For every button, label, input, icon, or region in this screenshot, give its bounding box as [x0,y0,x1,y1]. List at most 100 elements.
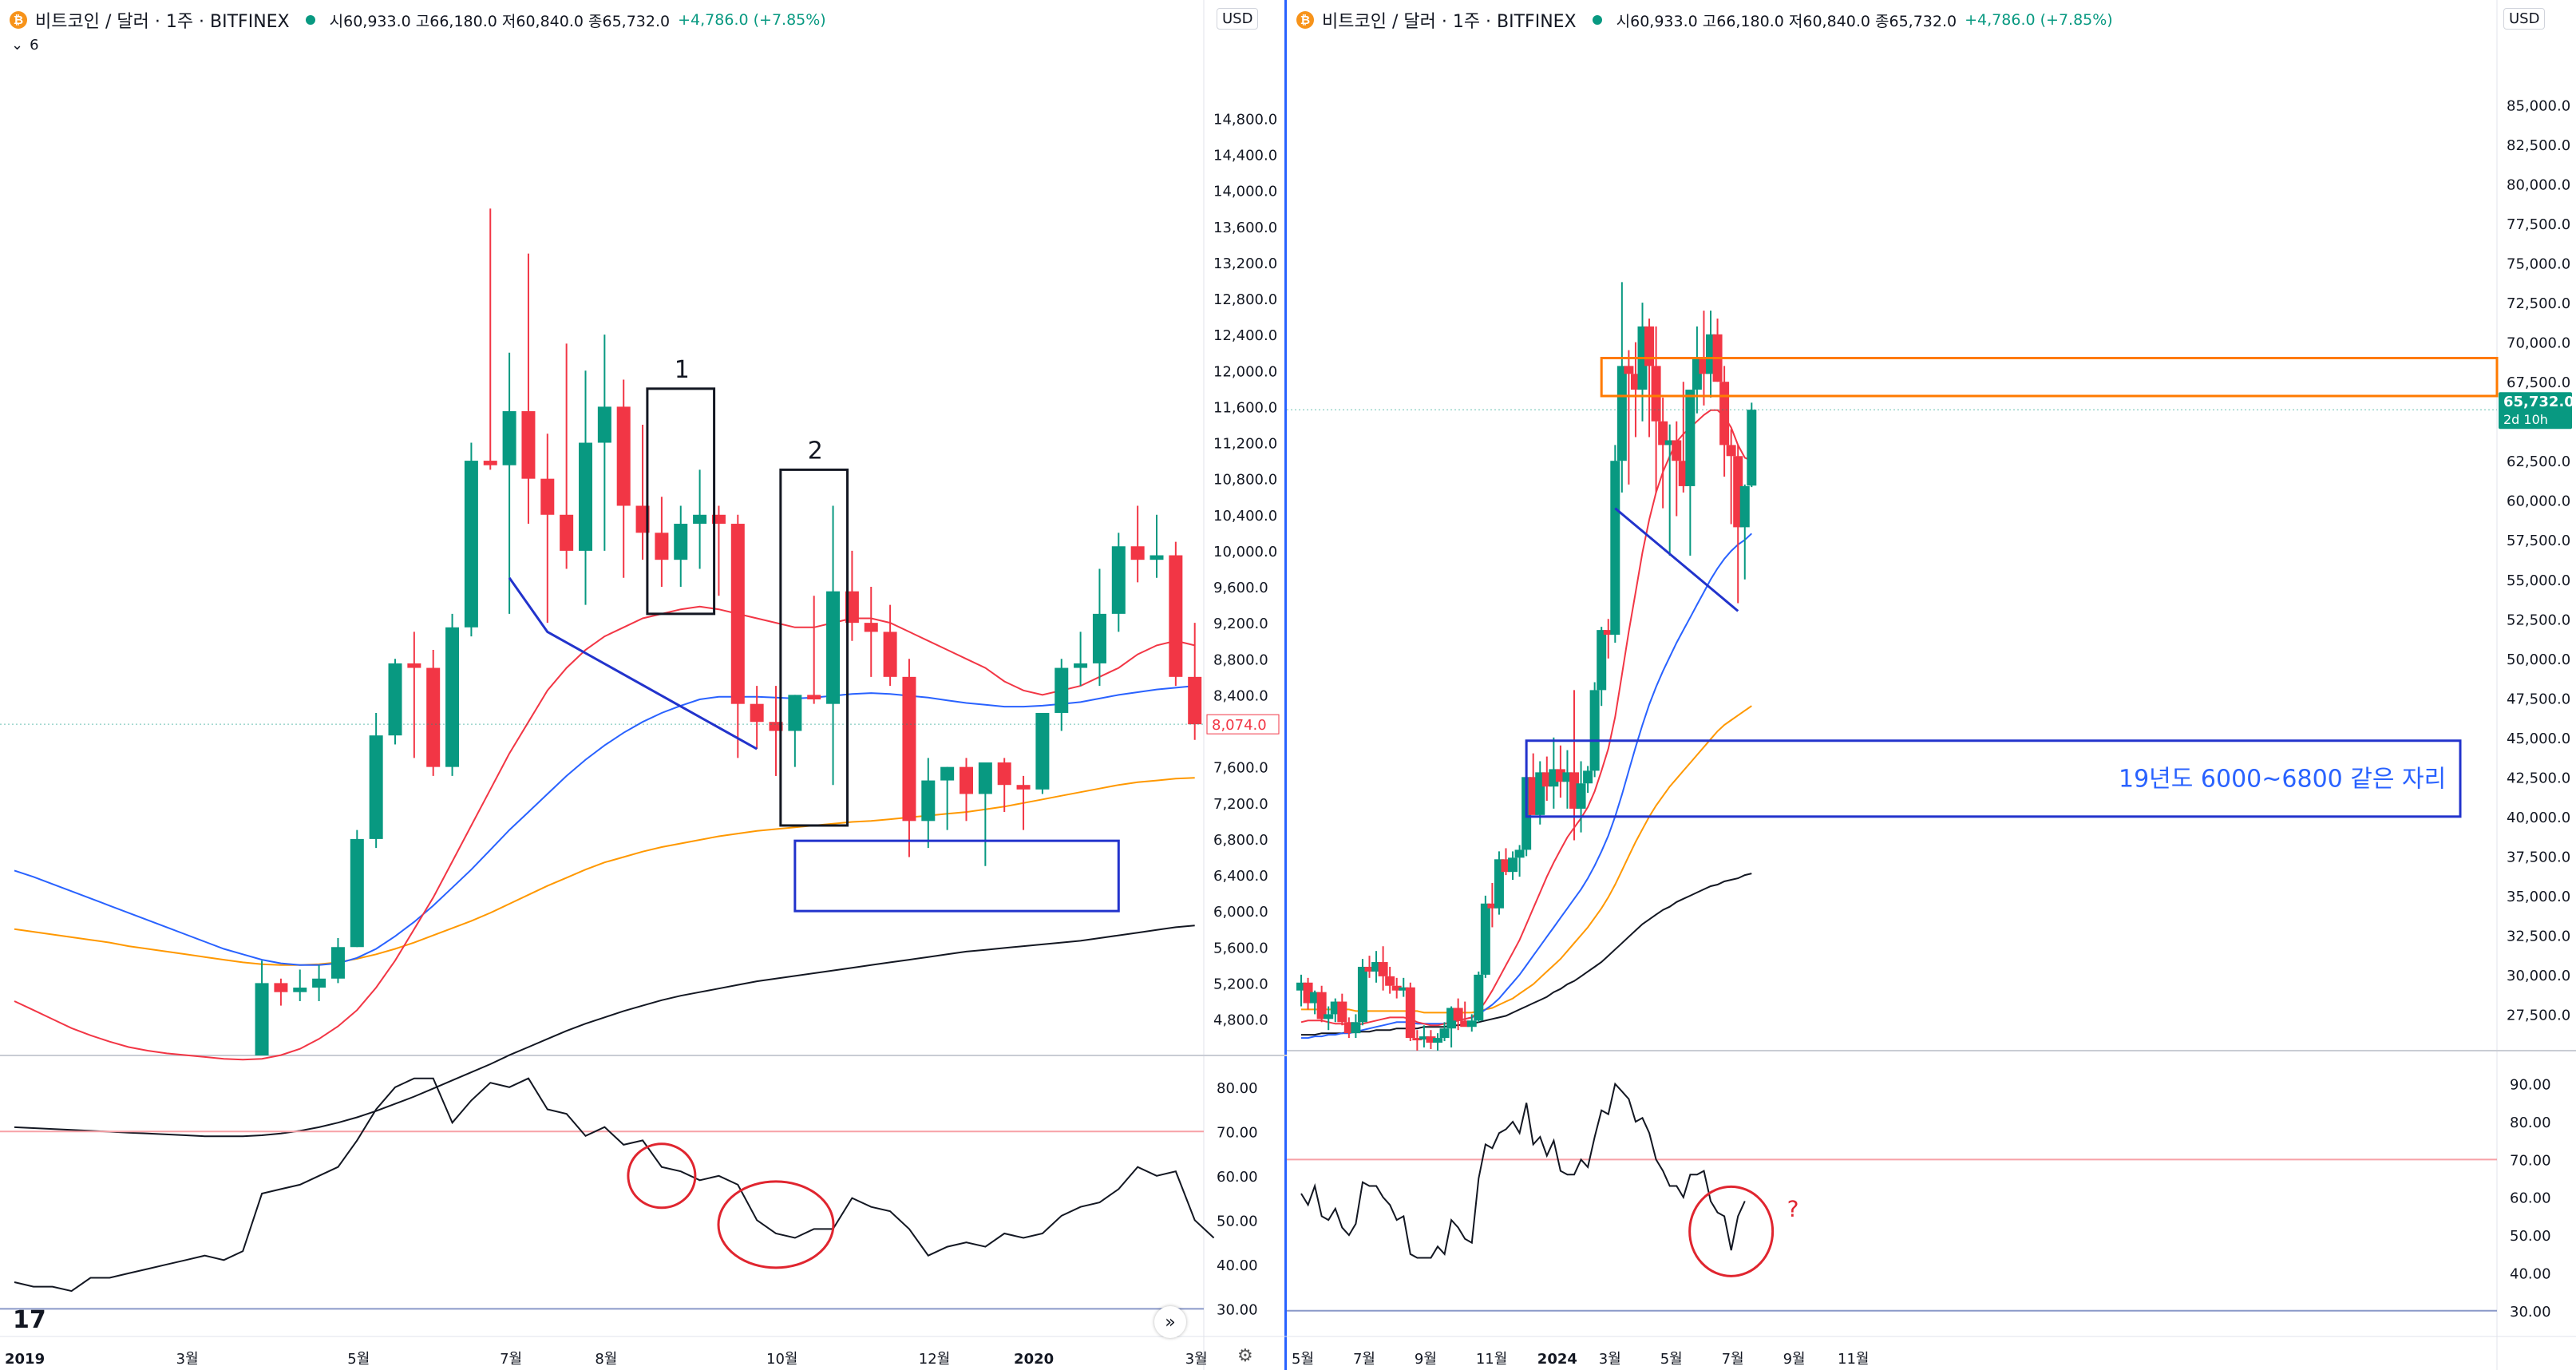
candle-body [46,1100,59,1105]
candle-body [179,1105,192,1107]
time-axis-label: 3월 [1185,1351,1208,1368]
price-axis-label: 12,000.0 [1213,363,1277,380]
right-chart-canvas[interactable]: 85,000.0 82,500.0 80,000.0 77,500.0 75,000.0… [1287,0,2576,1370]
time-axis-label: 7월 [1353,1351,1375,1368]
time-axis-label: 5월 [1660,1351,1683,1368]
candle-body [1562,772,1573,782]
price-axis-label: 67,500.0 [2507,374,2570,391]
market-open-dot-icon [305,15,315,25]
price-axis-label: 7,200.0 [1213,796,1268,813]
rsi-axis-label: 30.00 [1217,1301,1258,1318]
candle-body [1460,1020,1470,1028]
candle-body [1316,992,1327,1020]
currency-button[interactable]: USD [1217,8,1259,30]
price-axis-label: 14,400.0 [1213,148,1277,164]
candle-body [711,514,726,525]
candle-body [845,591,859,624]
candle-body [1092,613,1106,663]
tradingview-logo-icon[interactable]: 17 [13,1306,46,1334]
candle-body [769,722,783,731]
currency-button[interactable]: USD [2503,8,2546,30]
question-mark: ? [1787,1195,1799,1222]
rsi-circle-1 [627,1142,697,1210]
time-axis-label: 9월 [1783,1351,1806,1368]
rsi-axis-label: 80.00 [1217,1080,1258,1097]
candle-body [1651,366,1661,422]
price-axis-label: 9,200.0 [1213,616,1268,632]
rsi-line [14,1077,1215,1293]
indicator-toggle[interactable]: ⌄ 6 [11,37,39,53]
candle-body [1378,962,1388,976]
price-axis-label: 6,000.0 [1213,904,1268,921]
candle-body [274,983,288,992]
left-chart-canvas[interactable]: 14,800.014,400.014,000.013,600.013,200.0… [0,0,1287,1370]
candle-body [883,632,897,677]
candle-body [8,1091,22,1094]
candle-body [1616,366,1627,461]
rsi-axis-label: 60.00 [1217,1169,1258,1186]
price-change: +4,786.0 (+7.85%) [678,11,826,29]
price-axis-label: 10,000.0 [1213,544,1277,560]
price-axis-label: 52,500.0 [2507,612,2570,628]
resistance-zone [1600,356,2499,398]
candle-body [864,623,878,632]
candle-body [103,1109,117,1118]
candle-body [1188,676,1202,725]
ma-blue-line [14,685,1195,966]
price-axis-label: 12,800.0 [1213,291,1277,308]
candle-body [198,1100,212,1105]
price-axis-label: 70,000.0 [2507,335,2570,352]
scroll-forward-icon[interactable]: » [1154,1306,1186,1338]
candle-body [940,766,955,781]
candle-body [407,663,421,668]
candle-body [1130,546,1145,560]
time-axis-label: 11월 [1838,1351,1869,1368]
price-axis-label: 57,500.0 [2507,533,2570,549]
gear-icon[interactable]: ⚙ [1237,1346,1253,1366]
price-axis-label: 55,000.0 [2507,572,2570,589]
candle-body [1426,1036,1436,1043]
candle-body [65,1095,78,1100]
price-axis-label: 75,000.0 [2507,256,2570,273]
rsi-circle-2 [717,1180,835,1269]
time-axis-label: 2019 [5,1351,45,1368]
price-axis-label: 4,800.0 [1213,1012,1268,1029]
last-price-badge [1206,714,1280,734]
trendline-support [508,576,758,750]
candle-body [1357,966,1367,1023]
candle-body [464,461,478,628]
candle-body [1439,1028,1450,1039]
price-change: +4,786.0 (+7.85%) [1965,11,2113,29]
rsi-axis-label: 60.00 [2510,1190,2551,1207]
symbol-title[interactable]: 비트코인 / 달러 · 1주 · BITFINEX [35,12,290,32]
rsi-line [1300,1082,1746,1259]
ohlc-values: 시60,933.0 고66,180.0 저60,840.0 종65,732.0 [1616,12,1957,30]
symbol-title[interactable]: 비트코인 / 달러 · 1주 · BITFINEX [1322,12,1577,32]
rsi-axis-label: 30.00 [2510,1304,2551,1321]
candle-body [978,762,992,794]
ma-black-line [14,925,1195,1138]
left-chart-pane[interactable]: ₿ 비트코인 / 달러 · 1주 · BITFINEX 시60,933.0 고6… [0,0,1287,1370]
candle-body [1364,966,1375,972]
candle-body [255,983,269,1055]
right-symbol-header: ₿ 비트코인 / 달러 · 1주 · BITFINEX 시60,933.0 고6… [1296,8,2113,32]
last-price-badge [2499,392,2572,430]
price-axis-label: 5,200.0 [1213,976,1268,992]
candle-body [122,1109,136,1118]
price-axis-label: 32,500.0 [2507,928,2570,944]
candle-body [1385,976,1395,986]
candle-body [26,1093,40,1105]
candle-body [1296,982,1306,991]
candle-body [635,505,650,533]
time-axis-label: 2020 [1014,1351,1054,1368]
candle-body [1514,849,1525,858]
candle-body [1487,903,1498,909]
price-axis-label: 60,000.0 [2507,493,2570,510]
candle-body [921,780,936,822]
candle-body [960,766,973,794]
candle-body [502,411,516,465]
rsi-axis-label: 90.00 [2510,1077,2551,1094]
candle-body [579,442,592,551]
annotation-box-1 [646,387,716,616]
right-chart-pane[interactable]: ₿ 비트코인 / 달러 · 1주 · BITFINEX 시60,933.0 고6… [1287,0,2576,1370]
